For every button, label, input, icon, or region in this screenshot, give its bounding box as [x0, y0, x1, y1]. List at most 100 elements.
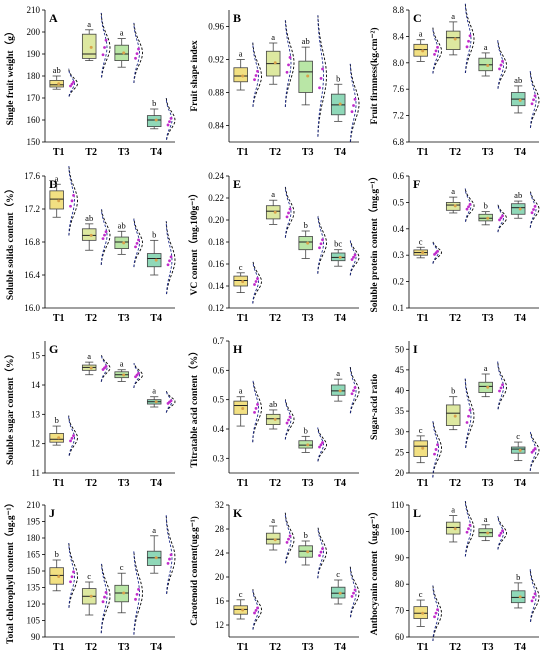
data-point [135, 52, 139, 56]
y-axis-title: Soluble sugar content（%） [4, 349, 16, 465]
y-axis-title: Total chlorophyll content（ug.g⁻¹） [4, 498, 16, 644]
significance-letter: a [271, 189, 275, 199]
data-point [467, 205, 470, 209]
data-point [467, 39, 470, 43]
box-t4 [510, 203, 526, 215]
mean-marker [453, 414, 457, 418]
data-point [253, 611, 256, 615]
data-point [169, 399, 173, 403]
x-tick-label: T3 [302, 642, 314, 653]
significance-letter: c [336, 569, 340, 579]
y-tick-label: 180 [27, 71, 41, 81]
box-t3 [298, 236, 313, 251]
y-tick-label: 0.16 [208, 259, 224, 269]
x-tick-label: T2 [269, 478, 281, 489]
box-t2 [265, 413, 281, 426]
mean-marker [273, 538, 277, 542]
panel-l: 60 70 80 90 100 110 Anthocyanin content（ug.g⁻¹… [368, 500, 540, 653]
box-t1 [49, 567, 64, 585]
data-point [353, 253, 357, 257]
distribution-curve [252, 261, 259, 304]
distribution-curve [497, 40, 507, 89]
y-tick-label: 200 [27, 27, 41, 37]
mean-marker [486, 216, 490, 220]
y-tick-label: 0.3 [213, 453, 225, 463]
data-point [70, 575, 74, 579]
mean-marker [421, 49, 425, 53]
x-tick-label: T4 [150, 642, 162, 653]
data-point [101, 53, 105, 57]
panel-letter: L [413, 506, 421, 520]
box-t3 [114, 584, 129, 603]
significance-letter: a [152, 386, 156, 396]
x-tick-label: T3 [482, 478, 494, 489]
panel-letter: F [413, 177, 420, 191]
data-point [70, 199, 74, 203]
box-t4 [330, 384, 346, 396]
distribution-curve [252, 380, 259, 443]
panel-a: 150 160 170 180 190 200 210 Single fruit weight… [4, 5, 176, 158]
data-point [318, 86, 321, 90]
x-tick-label: T2 [449, 478, 461, 489]
y-tick-label: 7.6 [393, 84, 405, 94]
y-tick-label: 0.5 [213, 395, 225, 405]
data-point [352, 255, 355, 259]
data-point [256, 403, 259, 406]
mean-marker [273, 417, 277, 421]
significance-letter: b [336, 73, 340, 83]
significance-letter: a [152, 525, 156, 535]
mean-marker [154, 258, 158, 262]
data-point [433, 53, 436, 56]
mean-marker [453, 204, 457, 208]
y-tick-label: 165 [27, 550, 41, 560]
y-tick-label: 16.0 [24, 303, 40, 313]
y-tick-label: 0.20 [208, 215, 224, 225]
data-point [433, 615, 436, 619]
distribution-curve [529, 431, 540, 471]
panel-h: 0.3 0.4 0.5 0.6 0.7 Titratable acid content（%… [188, 336, 360, 489]
distribution-curve [100, 355, 111, 382]
y-tick-label: 210 [27, 500, 41, 510]
data-point [169, 255, 173, 259]
y-tick-label: 0.2 [393, 277, 404, 287]
data-point [137, 238, 140, 242]
data-point [287, 537, 290, 541]
y-axis-title: Sugar-acid ratio [370, 374, 380, 440]
x-tick-label: T1 [237, 642, 249, 653]
data-point [137, 588, 140, 591]
distribution-curve [432, 421, 439, 478]
distribution-curve [497, 361, 507, 410]
data-point [533, 592, 537, 596]
distribution-curve [133, 363, 140, 388]
mean-marker [518, 448, 522, 452]
y-tick-label: 180 [27, 533, 41, 543]
box-t4 [330, 252, 346, 262]
data-point [434, 611, 438, 615]
distribution-curve [464, 378, 472, 448]
box-t4 [330, 586, 346, 599]
y-tick-label: 0.3 [393, 250, 405, 260]
significance-letter: ab [514, 75, 522, 85]
distribution-curve [497, 516, 507, 550]
data-point [530, 102, 534, 106]
significance-letter: a [239, 386, 243, 396]
x-tick-label: T1 [53, 313, 65, 324]
y-tick-label: 120 [27, 599, 41, 609]
panel-letter: I [413, 342, 418, 356]
significance-letter: a [484, 514, 488, 524]
distribution-curve [529, 569, 540, 622]
data-point [319, 76, 323, 80]
distribution-curve [349, 366, 357, 414]
significance-letter: b [304, 530, 308, 540]
y-axis-title: Fruit firmness(kg.cm⁻²) [369, 27, 380, 124]
distribution-curve [100, 209, 111, 265]
distribution-curve [133, 551, 140, 635]
panel-letter: J [49, 506, 55, 520]
y-tick-label: 6.8 [393, 137, 405, 147]
y-axis-title: Carotenoid content(ug.g⁻¹) [189, 516, 200, 626]
data-point [532, 595, 535, 599]
panel-c: 6.8 7.2 7.6 8.0 8.4 8.8 Fruit firmness(kg.cm⁻²… [369, 3, 540, 158]
data-point [134, 597, 137, 601]
y-tick-label: 16.8 [24, 237, 40, 247]
x-tick-label: T4 [150, 147, 162, 158]
